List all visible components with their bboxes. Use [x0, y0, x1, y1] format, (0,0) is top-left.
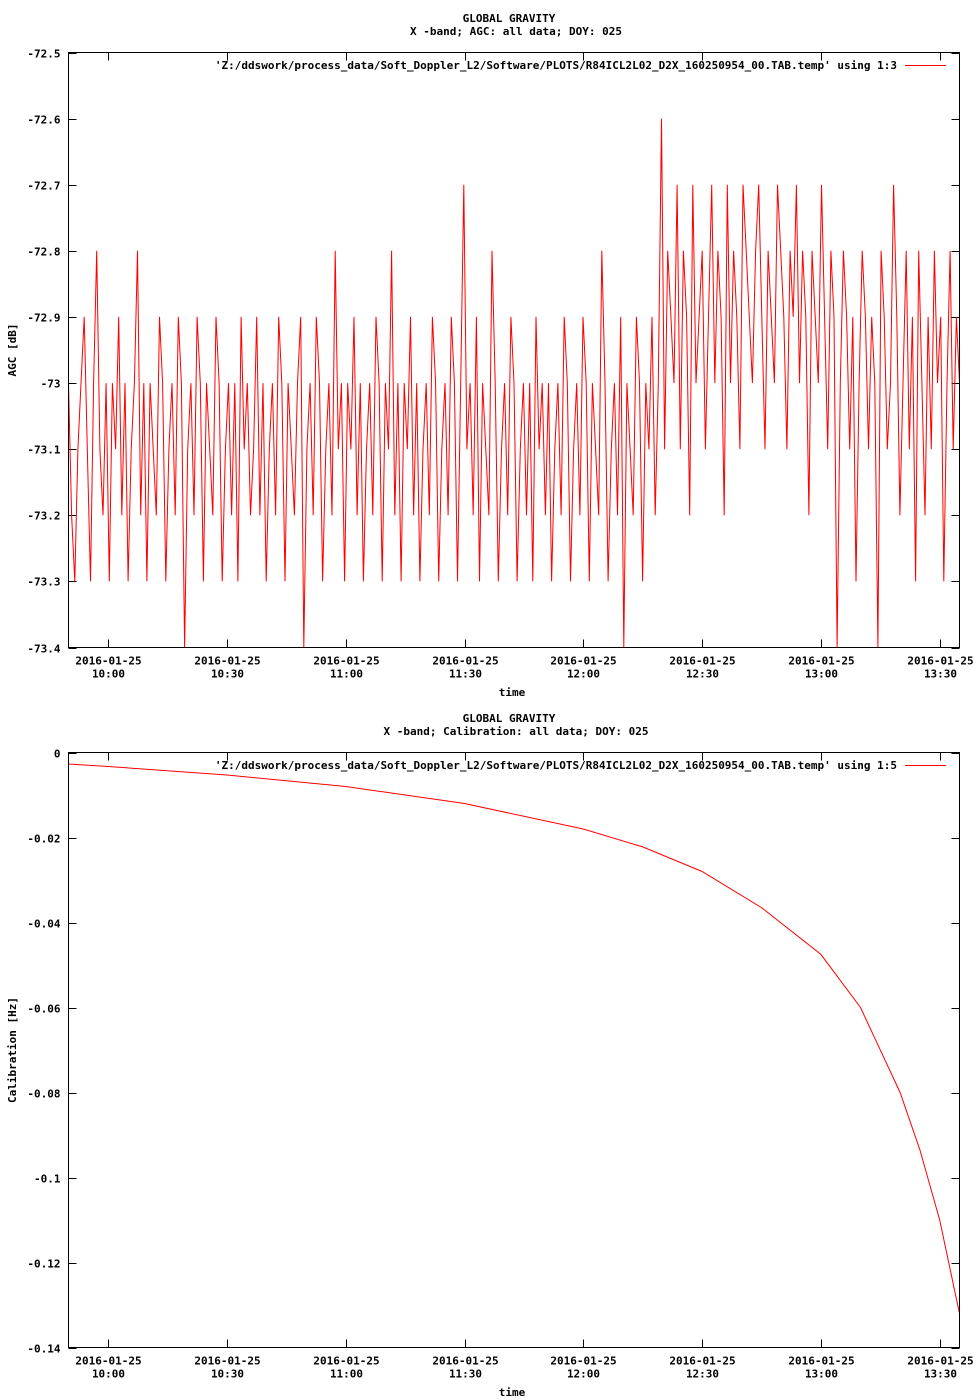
agc-x-tick-label: 2016-01-25 10:00: [75, 655, 141, 681]
agc-x-ticks: 2016-01-25 10:00 2016-01-25 10:30 2016-01-25…: [75, 52, 974, 681]
calibration-x-axis-label: time: [499, 1386, 526, 1399]
agc-x-tick-label: 2016-01-25 11:30: [432, 655, 498, 681]
agc-plot-frame: [68, 52, 960, 648]
agc-x-tick-label: 2016-01-25 11:00: [313, 655, 379, 681]
calibration-y-tick-label: -0.08: [27, 1088, 60, 1101]
agc-x-tick-label: 2016-01-25 13:00: [788, 655, 854, 681]
calibration-x-tick-label: 2016-01-25 10:00: [75, 1355, 141, 1381]
calibration-x-tick-label: 2016-01-25 10:30: [194, 1355, 260, 1381]
calibration-chart-title: GLOBAL GRAVITY: [463, 712, 556, 725]
calibration-x-ticks: 2016-01-25 10:00 2016-01-25 10:30 2016-01-25…: [75, 752, 974, 1381]
calibration-x-tick-label: 2016-01-25 12:00: [550, 1355, 616, 1381]
agc-y-axis-label: AGC [dB]: [6, 324, 19, 377]
agc-y-tick-label: -72.7: [27, 180, 60, 193]
calibration-y-ticks: 0 -0.02 -0.04 -0.06 -0.08 -0.1 -0.12 -0.14: [27, 748, 960, 1356]
agc-y-tick-label: -73: [41, 378, 61, 391]
agc-chart-subtitle: X -band; AGC: all data; DOY: 025: [410, 25, 622, 38]
calibration-y-tick-label: -0.14: [27, 1343, 60, 1356]
agc-y-tick-label: -73.1: [27, 444, 60, 457]
calibration-x-tick-label: 2016-01-25 13:30: [907, 1355, 973, 1381]
agc-y-tick-label: -73.3: [27, 576, 60, 589]
calibration-x-tick-label: 2016-01-25 11:00: [313, 1355, 379, 1381]
agc-series-line: [68, 118, 960, 648]
agc-legend-label: 'Z:/ddswork/process_data/Soft_Doppler_L2…: [215, 59, 897, 72]
agc-y-tick-label: -73.4: [27, 643, 60, 656]
calibration-y-tick-label: 0: [54, 748, 61, 761]
calibration-chart-subtitle: X -band; Calibration: all data; DOY: 025: [384, 725, 649, 738]
agc-y-tick-label: -72.6: [27, 114, 60, 127]
calibration-y-axis-label: Calibration [Hz]: [6, 997, 19, 1103]
calibration-plot-frame: [68, 752, 960, 1348]
agc-y-tick-label: -73.2: [27, 510, 60, 523]
calibration-y-tick-label: -0.1: [34, 1173, 61, 1186]
agc-y-tick-label: -72.8: [27, 246, 60, 259]
agc-y-tick-label: -72.5: [27, 48, 60, 61]
agc-y-tick-label: -72.9: [27, 312, 60, 325]
agc-chart-title: GLOBAL GRAVITY: [463, 12, 556, 25]
calibration-x-tick-label: 2016-01-25 13:00: [788, 1355, 854, 1381]
agc-x-tick-label: 2016-01-25 12:30: [669, 655, 735, 681]
agc-x-axis-label: time: [499, 686, 526, 699]
calibration-y-tick-label: -0.06: [27, 1003, 60, 1016]
calibration-y-tick-label: -0.04: [27, 918, 60, 931]
agc-chart: GLOBAL GRAVITY X -band; AGC: all data; D…: [6, 12, 974, 699]
calibration-series-line: [68, 763, 960, 1314]
calibration-x-tick-label: 2016-01-25 11:30: [432, 1355, 498, 1381]
agc-y-ticks: -72.5 -72.6 -72.7 -72.8 -72.9 -73 -73.1 -73.2 -7…: [27, 48, 960, 656]
calibration-chart: GLOBAL GRAVITY X -band; Calibration: all…: [6, 712, 974, 1399]
agc-x-tick-label: 2016-01-25 10:30: [194, 655, 260, 681]
agc-x-tick-label: 2016-01-25 13:30: [907, 655, 973, 681]
agc-legend: 'Z:/ddswork/process_data/Soft_Doppler_L2…: [215, 59, 946, 72]
calibration-legend-label: 'Z:/ddswork/process_data/Soft_Doppler_L2…: [215, 759, 897, 772]
calibration-y-tick-label: -0.12: [27, 1258, 60, 1271]
calibration-y-tick-label: -0.02: [27, 833, 60, 846]
calibration-x-tick-label: 2016-01-25 12:30: [669, 1355, 735, 1381]
agc-x-tick-label: 2016-01-25 12:00: [550, 655, 616, 681]
calibration-legend: 'Z:/ddswork/process_data/Soft_Doppler_L2…: [215, 759, 946, 772]
